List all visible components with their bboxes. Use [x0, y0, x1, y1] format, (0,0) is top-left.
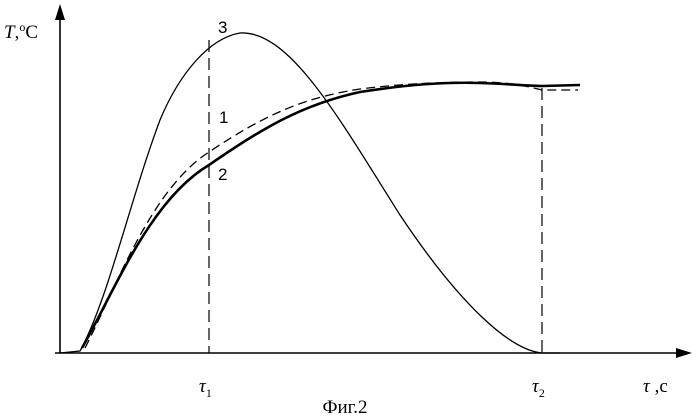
axes: [55, 14, 682, 353]
x-axis-arrow: [676, 348, 692, 358]
tau1-subscript: 1: [206, 386, 212, 400]
curve-3: [60, 33, 560, 353]
curve-2-label: 2: [218, 165, 227, 184]
y-axis-label: T,oC: [4, 20, 38, 43]
y-axis-unit: C: [25, 22, 38, 43]
tau2-subscript: 2: [539, 386, 545, 400]
curve-2: [82, 83, 580, 348]
x-axis-label: τ ,c: [643, 376, 668, 397]
tau1-label: τ1: [199, 376, 212, 400]
curve-3-label: 3: [218, 18, 227, 37]
tau2-label: τ2: [532, 376, 545, 400]
y-axis-arrow: [55, 4, 65, 20]
figure-caption: Фиг.2: [322, 397, 367, 418]
x-axis-sep: ,: [650, 376, 660, 397]
curve-1-label: 1: [219, 108, 228, 127]
x-axis-unit: c: [659, 376, 667, 397]
